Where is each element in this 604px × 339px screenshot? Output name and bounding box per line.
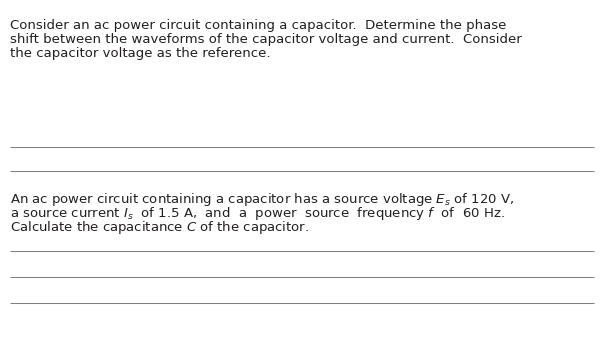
Text: Consider an ac power circuit containing a capacitor.  Determine the phase: Consider an ac power circuit containing …	[10, 19, 506, 32]
Text: Calculate the capacitance $\mathit{C}$ of the capacitor.: Calculate the capacitance $\mathit{C}$ o…	[10, 219, 309, 236]
Text: the capacitor voltage as the reference.: the capacitor voltage as the reference.	[10, 47, 271, 60]
Text: An ac power circuit containing a capacitor has a source voltage $\mathit{E_s}$ o: An ac power circuit containing a capacit…	[10, 191, 514, 208]
Text: a source current $\mathit{I_s}$  of 1.5 A,  and  a  power  source  frequency $\m: a source current $\mathit{I_s}$ of 1.5 A…	[10, 205, 505, 222]
Text: shift between the waveforms of the capacitor voltage and current.  Consider: shift between the waveforms of the capac…	[10, 33, 522, 46]
